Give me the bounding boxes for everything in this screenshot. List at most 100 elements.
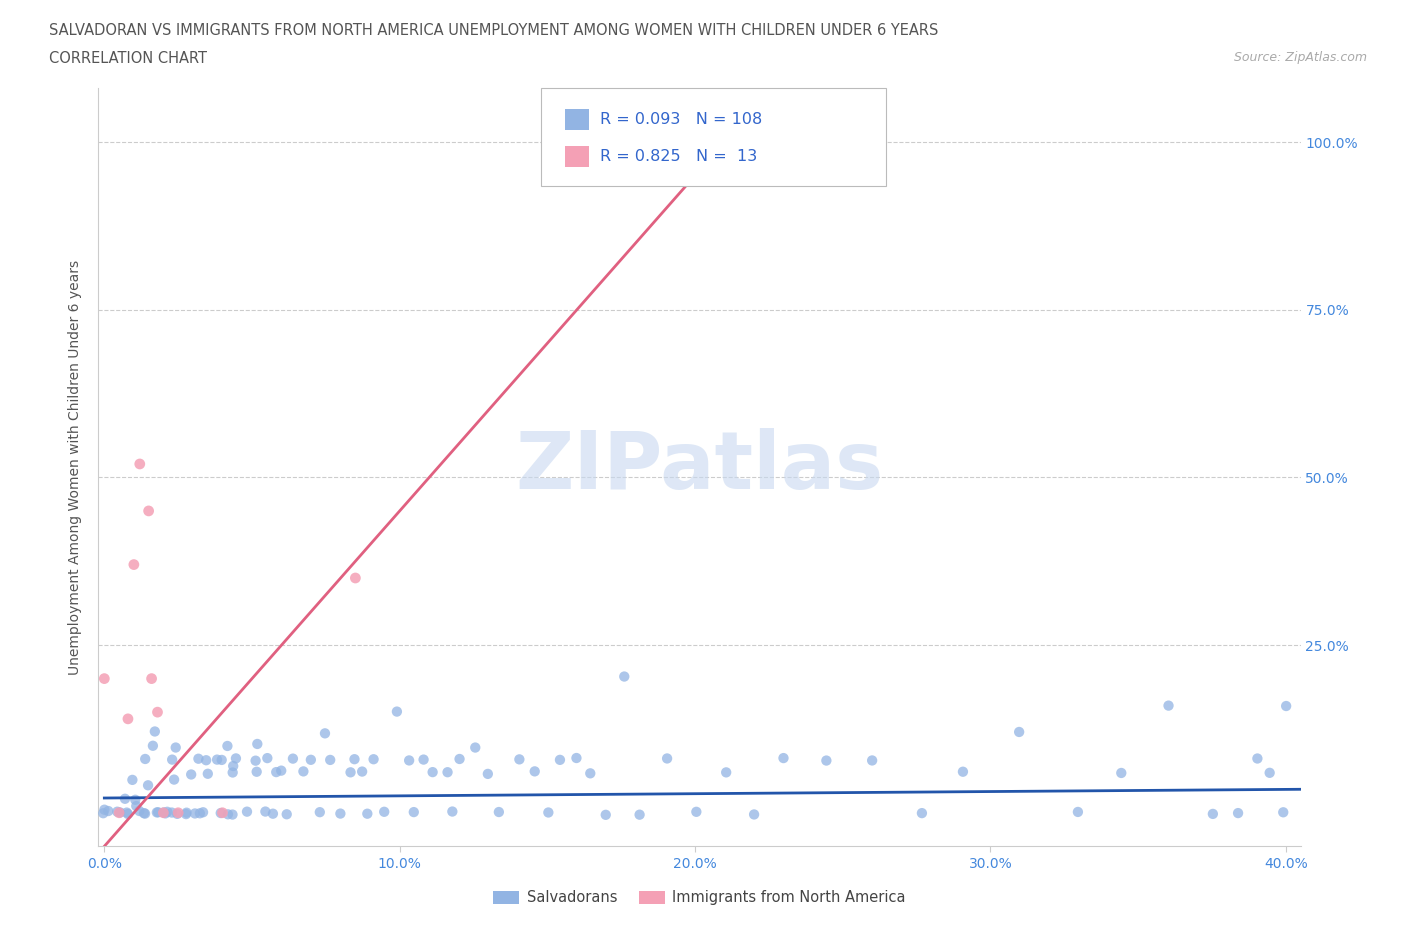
Point (115, 805, 138, 820)
Point (163, 772, 186, 787)
Point (152, 805, 174, 820)
Point (314, 726, 336, 741)
Point (105, 804, 128, 819)
Point (579, 766, 602, 781)
Point (155, 806, 177, 821)
Point (93, 803, 115, 817)
Legend: Salvadorans, Immigrants from North America: Salvadorans, Immigrants from North Ameri… (486, 884, 912, 911)
Point (628, 807, 651, 822)
Point (142, 738, 165, 753)
Point (108, 805, 131, 820)
Point (152, 805, 174, 820)
Point (91, 805, 114, 820)
Point (165, 740, 187, 755)
Point (246, 737, 269, 751)
Point (124, 792, 146, 807)
Point (270, 764, 292, 778)
Point (141, 671, 163, 686)
Point (222, 759, 245, 774)
Point (655, 751, 678, 766)
Point (1202, 806, 1225, 821)
Point (860, 753, 883, 768)
Point (134, 806, 156, 821)
Point (952, 764, 974, 779)
Point (262, 806, 284, 821)
Point (205, 752, 228, 767)
Point (245, 753, 267, 768)
Text: Source: ZipAtlas.com: Source: ZipAtlas.com (1233, 51, 1367, 64)
Point (352, 764, 374, 779)
Point (125, 799, 148, 814)
Point (299, 752, 322, 767)
Point (138, 503, 160, 518)
Point (176, 805, 198, 820)
Point (254, 804, 277, 819)
Point (1275, 698, 1298, 713)
Point (225, 751, 247, 765)
Point (911, 805, 934, 820)
Point (146, 804, 169, 819)
Point (156, 804, 179, 819)
Point (167, 805, 190, 820)
Point (117, 711, 139, 726)
Point (742, 807, 765, 822)
Point (1157, 698, 1180, 713)
Point (134, 751, 156, 766)
Point (211, 805, 233, 820)
Point (742, 168, 765, 183)
Point (132, 805, 155, 820)
Point (187, 751, 209, 766)
Point (221, 765, 243, 780)
Point (398, 753, 420, 768)
Point (565, 751, 588, 765)
Point (319, 752, 342, 767)
Point (815, 753, 838, 768)
Point (344, 571, 367, 586)
Point (93, 671, 115, 686)
Point (146, 705, 169, 720)
Point (264, 764, 287, 779)
Point (523, 764, 546, 778)
Point (339, 764, 361, 779)
Point (1008, 724, 1031, 739)
Point (209, 805, 232, 820)
Text: CORRELATION CHART: CORRELATION CHART (49, 51, 207, 66)
Point (197, 766, 219, 781)
Point (595, 807, 617, 822)
Point (537, 805, 560, 820)
Point (477, 766, 499, 781)
Point (356, 806, 378, 821)
Point (422, 764, 444, 779)
Point (363, 751, 385, 766)
Point (464, 740, 486, 755)
Point (184, 806, 207, 821)
Point (276, 807, 298, 822)
Point (160, 752, 183, 767)
Point (281, 751, 304, 766)
Point (217, 738, 239, 753)
Point (1246, 751, 1268, 766)
Point (436, 764, 458, 779)
Point (412, 752, 434, 767)
Point (714, 765, 737, 780)
Point (449, 751, 471, 766)
Text: ZIPatlas: ZIPatlas (516, 429, 883, 506)
Text: R = 0.825   N =  13: R = 0.825 N = 13 (600, 149, 758, 164)
Point (488, 804, 510, 819)
Point (160, 805, 183, 820)
Point (146, 805, 169, 820)
Point (685, 804, 707, 819)
Point (441, 804, 464, 819)
Point (217, 807, 239, 822)
Point (373, 804, 395, 819)
Point (122, 557, 145, 572)
Point (308, 804, 330, 819)
Point (385, 704, 408, 719)
Point (108, 805, 131, 820)
Point (343, 751, 366, 766)
Point (1227, 805, 1250, 820)
Point (97, 804, 120, 818)
Point (613, 669, 636, 684)
Point (1111, 765, 1133, 780)
Point (236, 804, 259, 819)
